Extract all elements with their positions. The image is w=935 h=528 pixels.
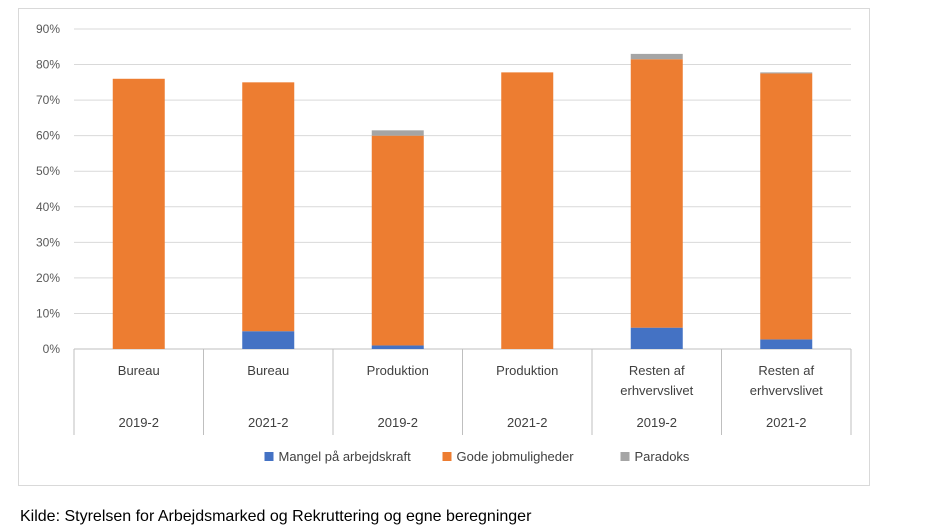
x-period-label: 2019-2 — [378, 415, 418, 430]
y-tick-label: 40% — [36, 200, 60, 214]
bar-segment — [630, 59, 683, 328]
y-tick-label: 30% — [36, 235, 60, 249]
legend-swatch — [442, 452, 452, 461]
legend-label: Mangel på arbejdskraft — [279, 449, 412, 464]
bar-segment — [760, 72, 813, 74]
legend-label: Gode jobmuligheder — [457, 449, 575, 464]
bar-segment — [371, 345, 424, 349]
y-tick-label: 50% — [36, 164, 60, 178]
bar-segment — [630, 327, 683, 349]
y-tick-label: 90% — [36, 22, 60, 36]
legend-swatch — [264, 452, 274, 461]
x-category-label: Bureau — [118, 363, 160, 378]
legend-label: Paradoks — [635, 449, 690, 464]
y-tick-label: 60% — [36, 129, 60, 143]
bar-segment — [242, 82, 295, 332]
y-tick-label: 0% — [43, 342, 61, 356]
bar-segment — [630, 53, 683, 60]
x-category-label: Resten af — [758, 363, 814, 378]
bar-segment — [760, 73, 813, 340]
bar-segment — [112, 78, 165, 350]
x-period-label: 2019-2 — [119, 415, 159, 430]
legend-swatch — [620, 452, 630, 461]
x-period-label: 2021-2 — [507, 415, 547, 430]
bar-segment — [501, 72, 554, 349]
y-tick-label: 20% — [36, 271, 60, 285]
bar-segment — [242, 331, 295, 349]
bar-segment — [760, 339, 813, 349]
source-note: Kilde: Styrelsen for Arbejdsmarked og Re… — [20, 508, 532, 525]
x-category-label: erhvervslivet — [750, 383, 823, 398]
x-category-label: Resten af — [629, 363, 685, 378]
chart-frame: 0% 10% 20% 30% 40% 50% 60% 70% 80% 90% Bureau 2019-… — [18, 8, 870, 486]
bar-segment — [371, 135, 424, 346]
x-category-label: Produktion — [367, 363, 429, 378]
stacked-bar-chart: 0% 10% 20% 30% 40% 50% 60% 70% 80% 90% Bureau 2019-… — [36, 22, 852, 464]
y-tick-label: 80% — [36, 58, 60, 72]
x-period-label: 2021-2 — [248, 415, 288, 430]
x-period-label: 2019-2 — [637, 415, 677, 430]
x-category-label: erhvervslivet — [620, 383, 693, 398]
y-tick-label: 10% — [36, 306, 60, 320]
x-category-label: Produktion — [496, 363, 558, 378]
y-tick-label: 70% — [36, 93, 60, 107]
x-category-label: Bureau — [247, 363, 289, 378]
x-period-label: 2021-2 — [766, 415, 806, 430]
bar-segment — [371, 130, 424, 136]
